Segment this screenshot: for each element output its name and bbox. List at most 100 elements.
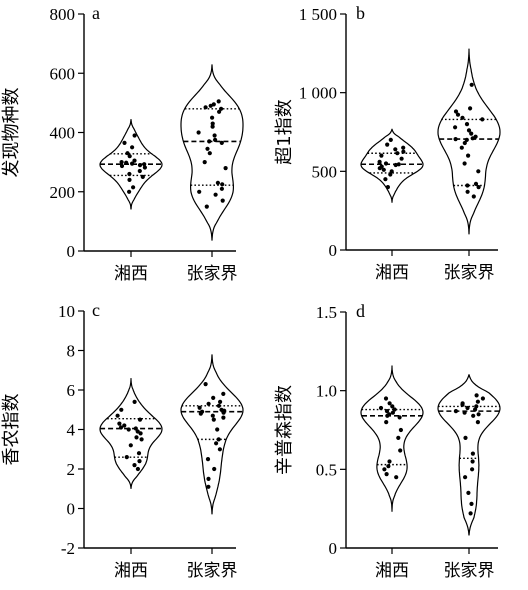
data-point xyxy=(210,413,215,418)
data-point xyxy=(384,420,389,425)
data-point xyxy=(202,160,207,165)
data-point xyxy=(219,140,224,145)
data-point xyxy=(466,153,471,158)
data-point xyxy=(462,140,467,146)
data-point xyxy=(219,186,224,191)
data-point xyxy=(130,145,135,150)
y-tick-label: 0 xyxy=(67,242,76,261)
y-tick-label: 200 xyxy=(50,183,76,202)
data-point xyxy=(382,467,387,472)
data-point xyxy=(466,490,471,495)
violin-shape xyxy=(99,119,163,210)
y-tick-label: 0 xyxy=(329,539,338,558)
data-point xyxy=(378,405,384,411)
chart-panel-a: 0 200 400 600 800 湘西 张家界 发现物种数 a xyxy=(1,3,244,284)
y-axis-label: 发现物种数 xyxy=(1,88,22,178)
x-category-label: 湘西 xyxy=(114,264,148,284)
data-point xyxy=(469,131,474,136)
data-point xyxy=(130,161,135,166)
data-point xyxy=(384,472,389,477)
data-point xyxy=(214,441,219,446)
violin-shape xyxy=(360,365,424,512)
data-point xyxy=(132,399,137,404)
data-point xyxy=(211,395,216,400)
data-point xyxy=(396,435,401,440)
violin-shape xyxy=(437,374,501,536)
data-point xyxy=(471,194,476,199)
data-point xyxy=(216,99,221,104)
data-point xyxy=(219,106,224,111)
data-point xyxy=(387,401,392,406)
panel-letter: c xyxy=(92,300,100,320)
y-tick-label: 0.5 xyxy=(316,460,337,479)
data-point xyxy=(220,198,225,203)
y-tick-label: 800 xyxy=(50,5,76,24)
data-point xyxy=(470,467,475,472)
data-point xyxy=(462,161,467,166)
data-point xyxy=(211,417,216,422)
data-point xyxy=(399,156,404,161)
data-point xyxy=(480,117,485,122)
data-point xyxy=(203,105,208,110)
y-tick-label: 400 xyxy=(50,124,76,143)
y-tick-label: 4 xyxy=(67,421,76,440)
y-tick-label: 600 xyxy=(50,64,76,83)
data-point xyxy=(387,459,392,464)
data-point xyxy=(453,109,459,114)
y-tick-label: 0 xyxy=(329,241,338,260)
x-category-label: 张家界 xyxy=(187,264,238,284)
data-point xyxy=(470,459,475,464)
data-point xyxy=(208,103,213,108)
data-point xyxy=(388,172,393,177)
data-point xyxy=(133,426,138,431)
data-point xyxy=(398,448,403,453)
panel-letter: a xyxy=(92,3,100,23)
data-point xyxy=(455,112,461,117)
data-point xyxy=(210,121,215,126)
data-point xyxy=(223,166,228,171)
data-point xyxy=(395,151,400,156)
data-point xyxy=(204,204,209,209)
data-point xyxy=(137,459,142,464)
data-point xyxy=(203,382,208,387)
data-point xyxy=(460,402,465,407)
chart-panel-d: 0 0.5 1.0 1.5 湘西 张家界 辛普森指数 d xyxy=(274,301,501,581)
data-point xyxy=(210,124,215,129)
data-point xyxy=(475,399,480,404)
data-point xyxy=(137,168,142,174)
data-point xyxy=(138,431,143,436)
data-point xyxy=(118,425,124,430)
data-point xyxy=(385,413,390,418)
data-point xyxy=(401,149,406,154)
data-point xyxy=(206,476,211,481)
x-category-label: 张家界 xyxy=(187,561,238,581)
data-point xyxy=(475,420,480,425)
data-point xyxy=(197,405,202,410)
data-point xyxy=(465,405,470,411)
data-point xyxy=(397,415,402,420)
data-point xyxy=(139,437,144,442)
data-point xyxy=(383,177,388,182)
data-point xyxy=(385,142,390,147)
x-category-label: 张家界 xyxy=(444,263,495,283)
data-point xyxy=(379,153,384,158)
data-point xyxy=(137,163,143,168)
data-point xyxy=(215,427,220,432)
data-point xyxy=(383,161,389,166)
data-point xyxy=(220,182,225,187)
data-point xyxy=(127,177,132,182)
data-point xyxy=(132,158,137,163)
violin-shape xyxy=(360,128,424,203)
data-point xyxy=(464,137,469,142)
data-point xyxy=(217,447,222,452)
data-point xyxy=(206,484,211,489)
data-point xyxy=(216,403,221,408)
y-tick-label: 8 xyxy=(67,342,76,361)
data-point xyxy=(385,185,390,190)
data-point xyxy=(216,437,221,442)
data-point xyxy=(142,165,147,170)
data-point xyxy=(136,451,142,456)
data-point xyxy=(459,145,464,150)
data-point xyxy=(137,417,143,422)
